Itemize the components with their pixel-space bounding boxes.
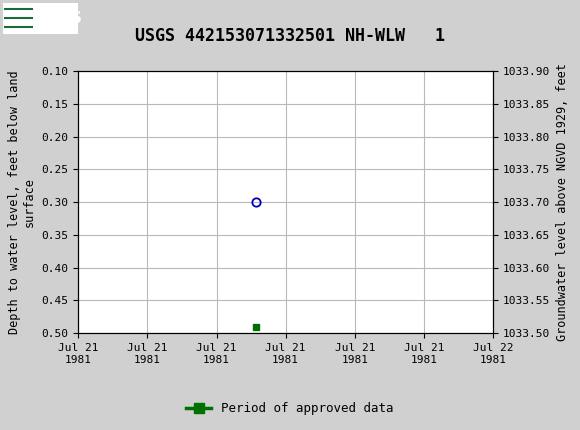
Text: USGS: USGS	[36, 11, 83, 26]
Y-axis label: Groundwater level above NGVD 1929, feet: Groundwater level above NGVD 1929, feet	[556, 63, 568, 341]
Legend: Period of approved data: Period of approved data	[181, 397, 399, 420]
FancyBboxPatch shape	[3, 3, 78, 34]
Text: USGS 442153071332501 NH-WLW   1: USGS 442153071332501 NH-WLW 1	[135, 27, 445, 45]
Y-axis label: Depth to water level, feet below land
surface: Depth to water level, feet below land su…	[8, 70, 36, 334]
